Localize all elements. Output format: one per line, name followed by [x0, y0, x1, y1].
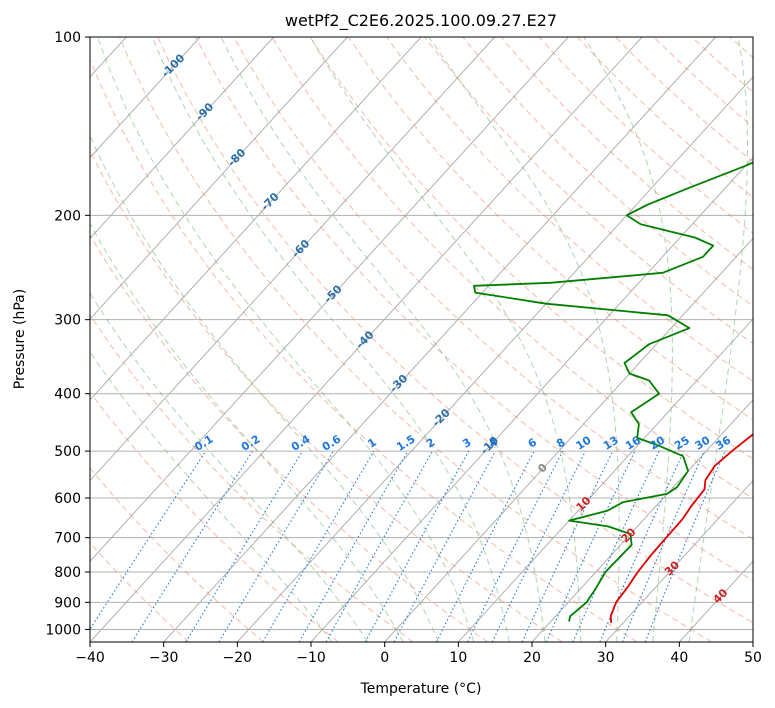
isotherm-line — [90, 37, 201, 159]
axes: −40 −30 −20 −10 0 10 20 30 40 50 100 200 300 400 500 60… — [45, 30, 762, 666]
dry-adiabat-line — [90, 542, 190, 642]
y-tick-label: 1000 — [45, 622, 81, 638]
y-tick-label: 100 — [54, 30, 81, 46]
dewpoint-line — [473, 161, 753, 622]
mixing-ratio-line — [364, 450, 470, 642]
moist-adiabat-line — [90, 222, 404, 642]
mixing-ratio-line — [325, 450, 433, 642]
dry-adiabat-line — [90, 58, 638, 642]
x-tick-label: 20 — [523, 650, 541, 666]
moist-adiabat-line — [97, 37, 475, 642]
temperature-line — [609, 433, 753, 623]
mixing-ratio-line — [467, 450, 564, 642]
moist-adiabat-line — [90, 292, 369, 642]
mixing-ratio-line — [621, 450, 705, 642]
y-tick-label: 400 — [54, 387, 81, 403]
background-lines — [90, 37, 753, 642]
x-tick-label: 30 — [597, 650, 615, 666]
moist-adiabat-line — [90, 134, 439, 642]
isotherm-line — [90, 37, 643, 642]
y-tick-label: 800 — [54, 565, 81, 581]
mixing-ratio-line — [572, 450, 660, 642]
x-tick-label: 40 — [670, 650, 688, 666]
mixing-ratio-line — [90, 450, 207, 631]
moist-adiabat-line — [90, 351, 333, 642]
dry-adiabat-line — [90, 149, 563, 642]
dry-adiabat-line — [271, 37, 753, 500]
x-tick-label: −20 — [223, 650, 253, 666]
dry-adiabat-line — [386, 37, 753, 382]
isotherm-line — [236, 76, 753, 642]
x-tick-label: 0 — [380, 650, 389, 666]
x-tick-label: −40 — [75, 650, 105, 666]
mixing-ratio-line — [644, 450, 726, 642]
x-tick-label: −10 — [296, 650, 326, 666]
sounding-lines — [473, 161, 753, 623]
dry-adiabat-line — [118, 37, 712, 642]
isotherm-line — [90, 37, 275, 240]
isotherm-line — [605, 479, 753, 642]
dry-adiabat-line — [90, 234, 488, 642]
y-tick-label: 600 — [54, 491, 81, 507]
x-axis-label: Temperature (°C) — [360, 681, 482, 697]
moist-adiabat-line — [220, 37, 546, 642]
y-tick-label: 700 — [54, 531, 81, 547]
mixing-ratio-line — [393, 450, 496, 642]
dry-adiabat-line — [233, 37, 753, 540]
dry-adiabat-line — [195, 37, 753, 582]
y-tick-label: 300 — [54, 313, 81, 329]
isotherm-line — [90, 37, 422, 401]
chart-title: wetPf2_C2E6.2025.100.09.27.E27 — [285, 11, 557, 31]
x-tick-label: −30 — [149, 650, 179, 666]
mixing-ratio-line — [131, 450, 254, 642]
dry-adiabat-line — [90, 467, 264, 642]
isotherm-line — [90, 37, 348, 320]
isotherm-line — [531, 399, 753, 642]
y-tick-label: 500 — [54, 444, 81, 460]
dry-adiabat-line — [309, 37, 753, 460]
x-tick-label: 10 — [449, 650, 467, 666]
moist-adiabat-line — [151, 37, 510, 642]
mixing-ratio-line — [185, 450, 304, 642]
y-tick-label: 200 — [54, 208, 81, 224]
x-tick-label: 50 — [744, 650, 762, 666]
isotherm-line — [163, 37, 717, 642]
y-axis-label: Pressure (hPa) — [12, 289, 28, 389]
moist-adiabat-line — [688, 37, 749, 642]
dry-adiabat-line — [157, 37, 753, 624]
isotherm-line — [90, 37, 569, 562]
y-tick-label: 900 — [54, 595, 81, 611]
plot-frame — [89, 36, 754, 643]
moist-adiabat-line — [583, 37, 673, 642]
isotherm-line — [90, 37, 496, 482]
isotherm-line — [457, 318, 753, 642]
